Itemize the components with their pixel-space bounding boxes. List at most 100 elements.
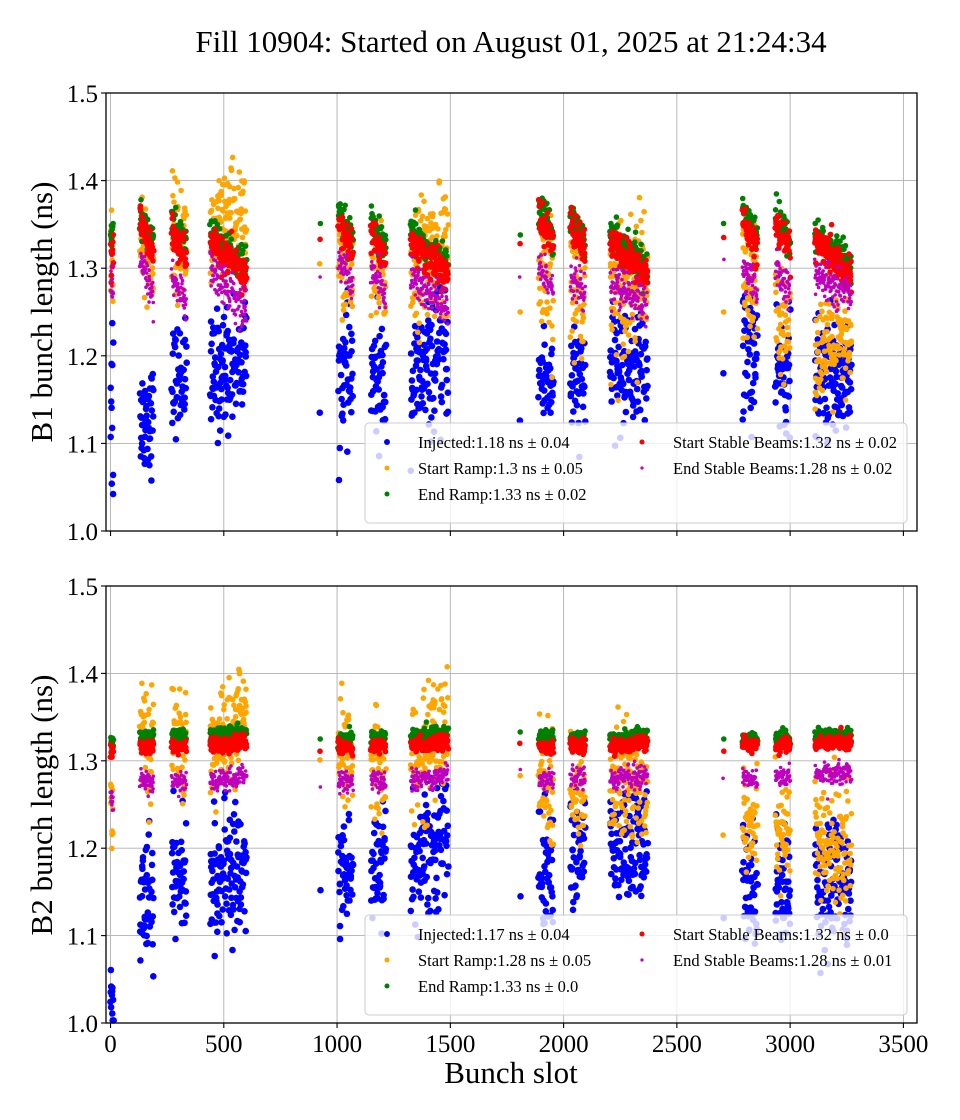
data-point (376, 332, 383, 340)
data-point (787, 282, 791, 287)
data-point (785, 339, 792, 345)
data-point (214, 901, 221, 908)
data-point (578, 375, 586, 383)
data-point (230, 270, 234, 275)
data-point (609, 289, 613, 294)
data-point (632, 229, 639, 235)
data-point (517, 893, 524, 900)
data-point (138, 197, 144, 203)
data-point (413, 221, 419, 227)
data-point (222, 372, 229, 380)
data-point (544, 263, 548, 268)
data-point (835, 245, 842, 252)
data-point (219, 321, 227, 329)
data-point (111, 291, 116, 296)
y-axis-label: B1 bunch length (ns) (24, 182, 59, 443)
data-point (215, 844, 223, 852)
data-point (628, 211, 634, 218)
data-point (143, 843, 151, 851)
data-point (633, 223, 640, 230)
data-point (243, 264, 249, 271)
data-point (233, 838, 240, 845)
data-point (229, 946, 236, 954)
data-point (812, 406, 818, 412)
data-point (642, 285, 647, 290)
data-point (786, 248, 792, 254)
data-point (183, 343, 190, 350)
data-point (839, 265, 843, 270)
data-point (826, 297, 831, 302)
data-point (412, 207, 419, 213)
data-point (377, 290, 381, 294)
data-point (182, 306, 187, 310)
data-point (144, 304, 150, 310)
data-point (410, 893, 417, 901)
data-point (237, 290, 242, 295)
data-point (423, 873, 431, 881)
data-point (579, 282, 584, 286)
data-point (177, 838, 185, 846)
data-point (349, 303, 356, 310)
data-point (411, 284, 416, 289)
data-point (110, 277, 115, 281)
data-point (222, 264, 227, 268)
data-point (431, 313, 438, 320)
x-axis-ticks (109, 531, 904, 536)
data-point (834, 265, 839, 269)
data-point (348, 348, 355, 355)
data-point (229, 413, 236, 421)
data-point (754, 325, 761, 332)
data-point (583, 284, 587, 289)
data-point (218, 192, 224, 199)
data-point (435, 288, 439, 292)
data-point (631, 325, 639, 333)
data-point (835, 308, 840, 312)
data-point (434, 298, 438, 303)
data-point (239, 300, 244, 304)
data-point (236, 169, 243, 175)
data-point (443, 286, 447, 291)
data-point (221, 363, 229, 371)
data-point (444, 262, 451, 269)
legend-item: Start Stable Beams:1.32 ns ± 0.02 (639, 433, 897, 452)
data-point (183, 249, 190, 256)
data-point (221, 893, 229, 900)
data-point (244, 319, 249, 323)
data-point (641, 293, 646, 297)
data-point (142, 206, 149, 212)
data-point (372, 264, 377, 269)
data-point (438, 381, 446, 389)
data-point (608, 270, 613, 275)
data-point (517, 240, 523, 247)
y-tick-label: 1.0 (67, 519, 98, 546)
data-point (613, 214, 620, 220)
data-point (150, 289, 155, 294)
data-point (228, 167, 235, 174)
data-point (517, 275, 522, 279)
data-point (419, 213, 426, 220)
data-point (239, 881, 247, 888)
data-point (342, 339, 349, 346)
data-point (722, 257, 726, 262)
data-point (817, 313, 823, 320)
data-point (815, 329, 821, 336)
data-point (144, 271, 149, 275)
data-point (110, 295, 115, 299)
data-point (569, 248, 576, 255)
data-point (416, 270, 421, 275)
data-point (144, 216, 151, 223)
data-point (745, 346, 752, 353)
data-point (232, 400, 240, 408)
data-point (109, 269, 113, 273)
data-point (182, 888, 190, 895)
data-point (349, 279, 354, 283)
data-point (138, 440, 146, 447)
b2-bunch-length-plot: 1.01.11.21.31.41.5 0 500 1000 1500 2000 2500 3… (24, 574, 928, 1090)
b1-bunch-length-plot: 1.01.11.21.31.41.5 B1 bunch length (ns) … (24, 81, 918, 546)
data-point (608, 398, 615, 405)
data-point (550, 273, 555, 278)
data-point (431, 370, 439, 377)
data-point (609, 309, 614, 314)
data-point (181, 919, 188, 927)
data-point (433, 284, 437, 289)
